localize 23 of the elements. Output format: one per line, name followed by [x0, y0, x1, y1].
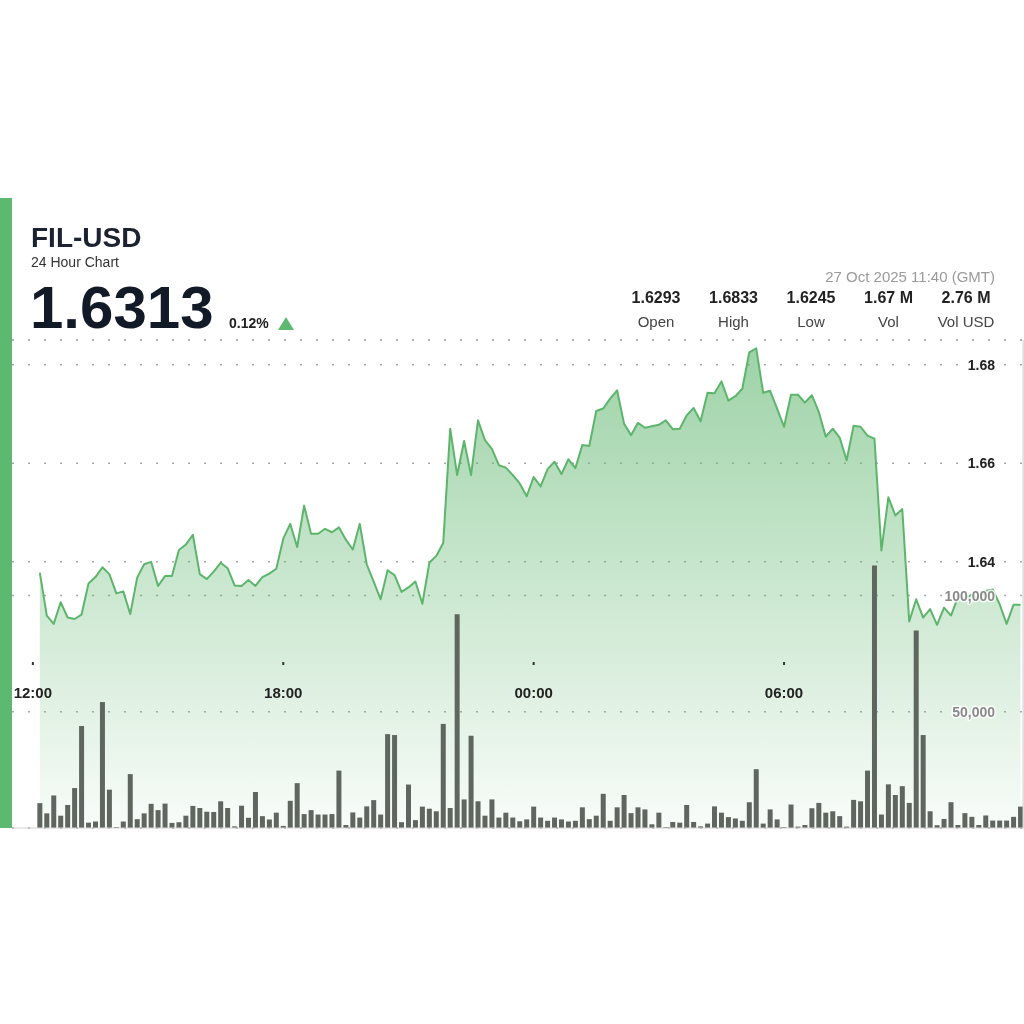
- annotation: 1.6313: [30, 274, 214, 341]
- x-tick-label: 18:00: [264, 683, 303, 701]
- y-tick-label: 1.66: [967, 455, 996, 472]
- text: 1.6293: [631, 289, 681, 306]
- text: Vol USD: [937, 312, 995, 330]
- x-tick-label: 00:00: [514, 683, 553, 701]
- x-tick-label: 06:00: [764, 683, 804, 701]
- y-tick-label: 1.64: [967, 553, 996, 570]
- text: Vol: [878, 312, 899, 330]
- chart-subtitle: 24 Hour Chart: [31, 254, 119, 270]
- text: 0.12%: [229, 315, 269, 331]
- y-tick-label: 1.68: [967, 356, 996, 373]
- text: 2.76 M: [941, 289, 991, 306]
- text: 1.6833: [709, 289, 758, 306]
- y2-tick-label: 50,000: [952, 703, 996, 720]
- x-tick-label: 12:00: [13, 683, 53, 701]
- text: High: [718, 312, 749, 330]
- text: Open: [637, 312, 675, 330]
- chart-title: FIL-USD: [31, 222, 142, 253]
- text: Low: [797, 312, 825, 330]
- text: 1.6245: [786, 289, 836, 306]
- text: 27 Oct 2025 11:40 (GMT): [825, 267, 995, 285]
- text: 1.67 M: [864, 289, 913, 306]
